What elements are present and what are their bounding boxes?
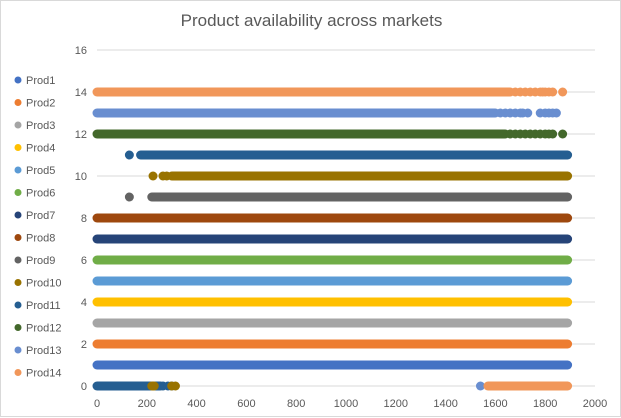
data-point — [475, 381, 485, 391]
y-tick-label: 12 — [75, 129, 87, 141]
y-tick-label: 8 — [81, 213, 87, 225]
x-tick-label: 1400 — [433, 398, 457, 410]
data-point — [152, 192, 162, 202]
legend-marker — [14, 346, 22, 354]
series-prod13-y13 — [92, 108, 561, 118]
data-point — [148, 171, 158, 181]
data-point — [548, 129, 558, 139]
data-point — [170, 381, 180, 391]
data-point — [124, 192, 134, 202]
series-prod11-y11 — [124, 150, 573, 160]
series-prod10-y10 — [148, 171, 573, 181]
legend-label: Prod13 — [26, 345, 61, 357]
legend-label: Prod4 — [26, 143, 55, 155]
chart-title: Product availability across markets — [180, 11, 443, 30]
y-tick-label: 14 — [75, 87, 87, 99]
y-tick-label: 6 — [81, 255, 87, 267]
data-point — [162, 171, 172, 181]
legend-label: Prod8 — [26, 233, 55, 245]
data-point — [523, 108, 533, 118]
legend-label: Prod1 — [26, 75, 55, 87]
series-prod11-y0 — [92, 381, 177, 391]
legend-marker — [14, 369, 22, 376]
data-point — [558, 87, 568, 97]
data-point — [558, 129, 568, 139]
legend-label: Prod6 — [26, 188, 55, 200]
x-tick-label: 600 — [237, 398, 255, 410]
y-tick-label: 0 — [81, 381, 87, 393]
series-prod12-y12 — [92, 129, 568, 139]
legend-marker — [14, 234, 22, 241]
legend-label: Prod2 — [26, 98, 55, 110]
data-point — [124, 150, 134, 160]
legend-marker — [14, 166, 22, 174]
legend-marker — [14, 324, 22, 331]
legend-marker — [14, 76, 22, 84]
x-tick-label: 2000 — [583, 398, 607, 410]
x-tick-label: 0 — [94, 398, 100, 410]
legend-marker — [14, 121, 22, 129]
legend-label: Prod10 — [26, 278, 61, 290]
legend-label: Prod12 — [26, 323, 61, 335]
legend-label: Prod9 — [26, 255, 55, 267]
data-point — [551, 108, 561, 118]
y-tick-label: 10 — [75, 171, 87, 183]
legend-marker — [14, 211, 22, 219]
x-tick-label: 400 — [187, 398, 205, 410]
legend-marker — [14, 144, 22, 151]
legend-marker — [14, 279, 22, 286]
data-point — [548, 87, 558, 97]
legend-marker — [14, 99, 22, 106]
x-tick-label: 1800 — [533, 398, 557, 410]
x-tick-label: 1600 — [483, 398, 507, 410]
series-prod9-y9 — [124, 192, 573, 202]
legend-label: Prod14 — [26, 368, 61, 380]
legend-label: Prod7 — [26, 210, 55, 222]
y-tick-label: 4 — [81, 297, 87, 309]
legend-label: Prod5 — [26, 165, 55, 177]
legend-marker — [14, 301, 22, 309]
x-tick-label: 200 — [138, 398, 156, 410]
series-prod10-y0 — [147, 381, 180, 391]
x-tick-label: 1200 — [384, 398, 408, 410]
legend-label: Prod3 — [26, 120, 55, 132]
y-tick-label: 16 — [75, 45, 87, 57]
legend-label: Prod11 — [26, 300, 61, 312]
series-prod14-y14 — [92, 87, 568, 97]
legend-marker — [14, 189, 22, 196]
x-tick-label: 1000 — [334, 398, 358, 410]
x-tick-label: 800 — [287, 398, 305, 410]
y-tick-label: 2 — [81, 339, 87, 351]
legend-marker — [14, 256, 22, 264]
